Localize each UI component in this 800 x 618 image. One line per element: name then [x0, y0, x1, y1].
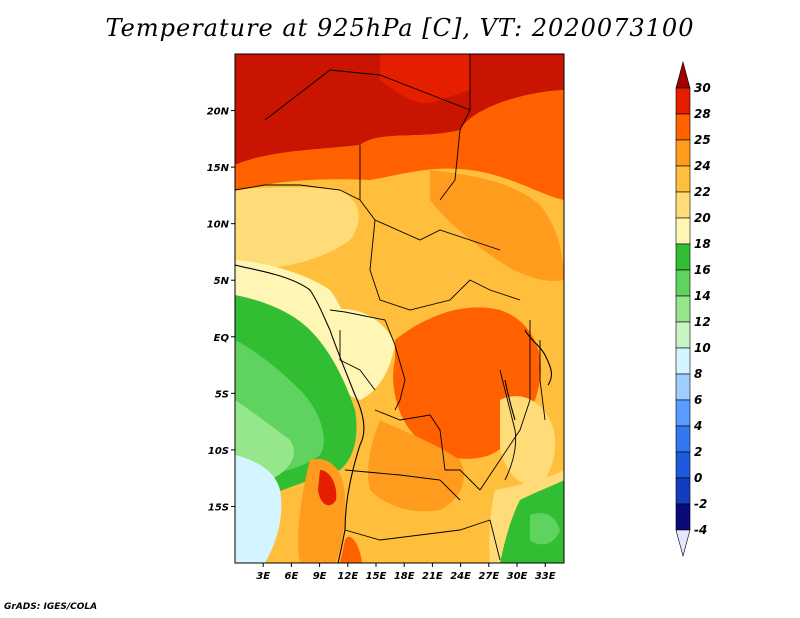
- colorbar-segment: [675, 373, 691, 401]
- colorbar-segment: [675, 139, 691, 167]
- lon-tick-label: 15E: [366, 571, 387, 582]
- colorbar-label: 10: [694, 341, 711, 355]
- colorbar-label: 0: [694, 471, 702, 485]
- colorbar-segment: [675, 87, 691, 115]
- colorbar-label: 4: [693, 419, 702, 433]
- colorbar-label: 20: [694, 211, 711, 225]
- colorbar-segment: [675, 399, 691, 427]
- colorbar-label: 18: [694, 237, 711, 251]
- lon-tick-label: 9E: [313, 571, 327, 582]
- lat-tick-label: EQ: [214, 333, 230, 344]
- lat-tick-label: 15S: [208, 502, 229, 513]
- longitude-axis: 3E 6E 9E 12E 15E 18E 21E 24E 27E 30E 33E: [256, 563, 556, 582]
- colorbar-segment: [675, 321, 691, 349]
- colorbar-segment: [675, 425, 691, 453]
- latitude-axis: 20N 15N 10N 5N EQ 5S 10S 15S: [207, 107, 235, 513]
- colorbar-segment: [675, 295, 691, 323]
- map-frame: [234, 53, 565, 564]
- lon-tick-label: 12E: [337, 571, 358, 582]
- temperature-field: [235, 54, 564, 563]
- coastline: [235, 264, 552, 563]
- colorbar-segment: [675, 217, 691, 245]
- colorbar-label: 14: [694, 289, 711, 303]
- colorbar-label: 24: [694, 159, 711, 173]
- colorbar-label: 22: [694, 185, 711, 199]
- colorbar-label: 28: [694, 107, 711, 121]
- colorbar-segment: [675, 269, 691, 297]
- colorbar-segment: [675, 243, 691, 271]
- colorbar-label: 8: [694, 367, 702, 381]
- lon-tick-label: 3E: [256, 571, 270, 582]
- lat-tick-label: 10S: [208, 446, 229, 457]
- grads-credit: GrADS: IGES/COLA: [4, 602, 98, 612]
- lat-tick-label: 5N: [214, 276, 230, 287]
- colorbar-label: -2: [694, 497, 707, 511]
- colorbar-label: 16: [694, 263, 711, 277]
- colorbar-segment: [675, 60, 691, 89]
- lat-tick-label: 5S: [215, 389, 229, 400]
- colorbar-segment: [675, 451, 691, 479]
- map-title: Temperature at 925hPa [C], VT: 202007310…: [105, 14, 695, 42]
- colorbar-segment: [675, 165, 691, 193]
- colorbar-segment: [675, 113, 691, 141]
- lon-tick-label: 21E: [422, 571, 443, 582]
- lon-tick-label: 33E: [535, 571, 556, 582]
- colorbar-label: 6: [694, 393, 702, 407]
- lon-tick-label: 18E: [394, 571, 415, 582]
- country-borders: [235, 54, 546, 561]
- colorbar-segment: [675, 503, 691, 531]
- colorbar-label: 2: [694, 445, 702, 459]
- lon-tick-label: 27E: [478, 571, 499, 582]
- lon-tick-label: 6E: [285, 571, 299, 582]
- lon-tick-label: 24E: [450, 571, 471, 582]
- colorbar-segment: [675, 477, 691, 505]
- colorbar-label: 25: [694, 133, 711, 147]
- lat-tick-label: 10N: [207, 220, 230, 231]
- colorbar-segment: [675, 529, 691, 558]
- lon-tick-label: 30E: [507, 571, 528, 582]
- lat-tick-label: 15N: [207, 163, 230, 174]
- colorbar-label: 30: [694, 81, 711, 95]
- colorbar-segment: [675, 191, 691, 219]
- lat-tick-label: 20N: [207, 107, 230, 118]
- colorbar-label: 12: [694, 315, 711, 329]
- colorbar-label: -4: [694, 523, 707, 537]
- colorbar-segment: [675, 347, 691, 375]
